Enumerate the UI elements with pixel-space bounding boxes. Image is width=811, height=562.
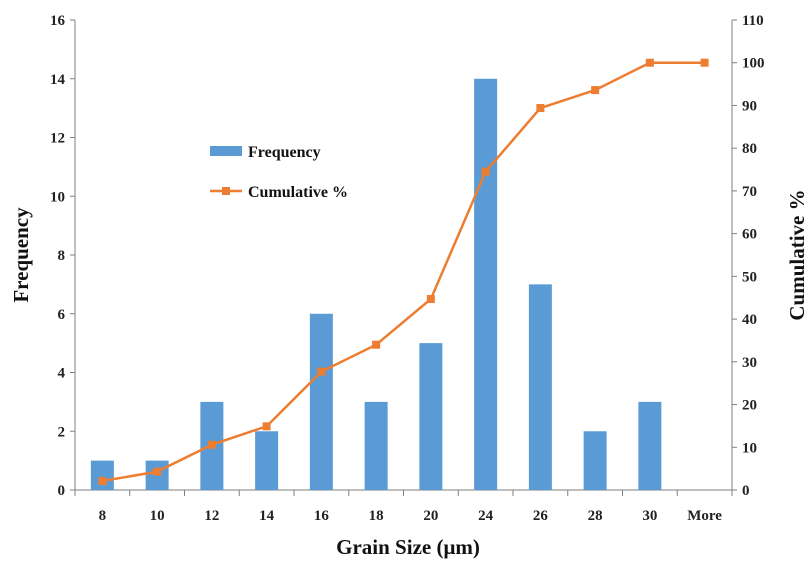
y-tick-label: 10 [50,189,65,205]
y-tick-label: 14 [50,72,66,88]
x-tick-label: 16 [314,508,330,524]
y2-tick-label: 60 [742,227,757,243]
frequency-bar [419,343,443,490]
x-tick-label: 14 [259,508,275,524]
frequency-bar [638,401,662,490]
legend-cumulative-marker [222,187,230,195]
cumulative-point [207,440,216,449]
frequency-bar [583,431,607,490]
x-tick-label: More [687,508,722,524]
y2-tick-label: 90 [742,98,757,114]
plot-axes [70,19,737,496]
y2-tick-label: 10 [742,440,757,456]
legend-frequency-label: Frequency [248,144,321,161]
y-tick-label: 4 [58,366,66,382]
cumulative-line [98,58,709,486]
cumulative-point [645,58,654,67]
frequency-bar [528,284,552,490]
x-tick-label: 28 [588,508,603,524]
y2-tick-label: 20 [742,398,757,414]
legend-cumulative-label: Cumulative % [248,184,348,201]
y2-tick-label: 30 [742,355,757,371]
x-tick-label: 8 [99,508,107,524]
y-tick-label: 12 [50,131,65,147]
y-tick-label: 16 [50,13,66,29]
y2-tick-labels: 0 10 20 30 40 50 60 70 80 90 100 110 [742,13,765,499]
cumulative-point [481,167,490,176]
y2-tick-label: 100 [742,56,765,72]
frequency-bar [309,313,333,490]
y2-tick-label: 80 [742,141,757,157]
frequency-bar [255,431,279,490]
y2-axis-title: Cumulative % [785,189,809,320]
cumulative-point [426,295,435,304]
x-tick-label: 10 [150,508,165,524]
frequency-bar [474,78,498,490]
frequency-bars [90,78,662,490]
cumulative-polyline [102,61,705,483]
cumulative-point [591,86,600,95]
legend-frequency-swatch [210,146,242,156]
y2-tick-label: 50 [742,269,757,285]
x-tick-label: 24 [478,508,494,524]
frequency-bar [364,401,388,490]
frequency-bar [90,460,114,490]
cumulative-point [317,367,326,376]
y-tick-label: 8 [58,248,66,264]
legend: Frequency Cumulative % [210,144,348,201]
y-axis-title: Frequency [9,207,33,303]
y-tick-label: 0 [58,483,66,499]
cumulative-point [536,104,545,113]
y2-tick-label: 110 [742,13,764,29]
cumulative-point [372,340,381,349]
x-axis-title: Grain Size (μm) [336,535,480,559]
x-tick-labels: 8 10 12 14 16 18 20 24 26 28 30 More [99,508,723,524]
x-tick-label: 12 [204,508,219,524]
x-tick-label: 30 [642,508,657,524]
cumulative-point [700,58,709,67]
cumulative-point [153,467,162,476]
cumulative-point [262,422,271,431]
y2-tick-label: 40 [742,312,757,328]
y2-tick-label: 70 [742,184,757,200]
x-tick-label: 26 [533,508,549,524]
y-tick-label: 2 [58,424,66,440]
cumulative-point [98,477,107,486]
x-tick-label: 20 [423,508,438,524]
y-tick-label: 6 [58,307,66,323]
x-tick-label: 18 [369,508,384,524]
y-tick-labels: 0 2 4 6 8 10 12 14 16 [50,13,66,499]
y2-tick-label: 0 [742,483,750,499]
